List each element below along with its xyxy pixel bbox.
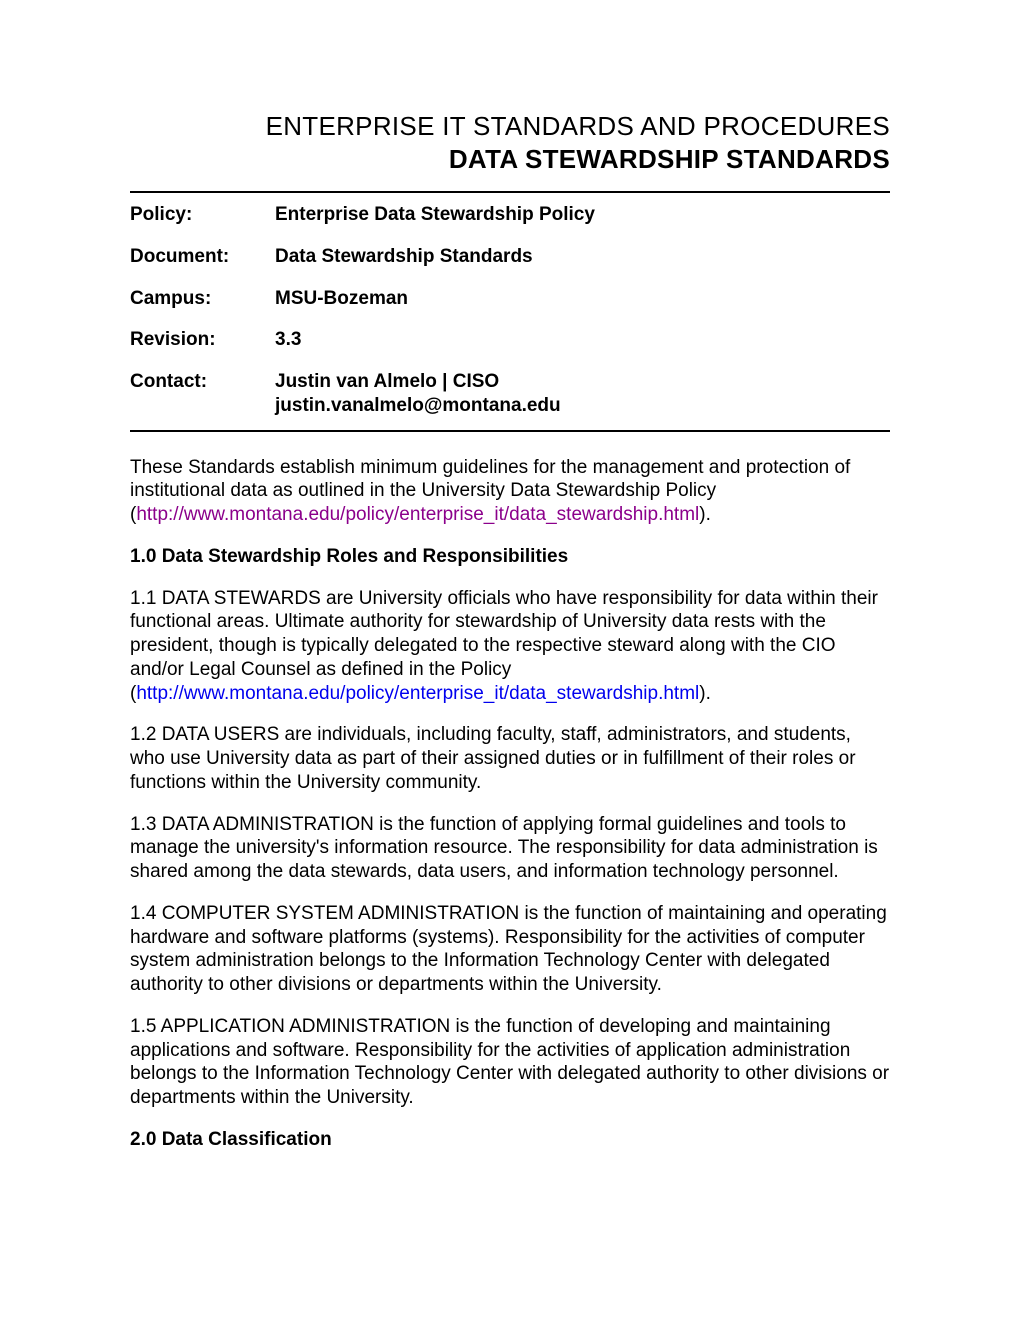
p1-1-text-after: ). (699, 683, 711, 704)
paragraph-1-4: 1.4 COMPUTER SYSTEM ADMINISTRATION is th… (130, 902, 890, 997)
contact-email: justin.vanalmelo@montana.edu (275, 395, 561, 416)
title-line-2: DATA STEWARDSHIP STANDARDS (130, 143, 890, 176)
contact-name: Justin van Almelo | CISO (275, 371, 499, 392)
intro-link[interactable]: http://www.montana.edu/policy/enterprise… (136, 504, 699, 525)
divider-bottom (130, 430, 890, 432)
title-line-1: ENTERPRISE IT STANDARDS AND PROCEDURES (130, 110, 890, 143)
document-title-block: ENTERPRISE IT STANDARDS AND PROCEDURES D… (130, 110, 890, 175)
meta-value-revision: 3.3 (275, 328, 301, 352)
metadata-table: Policy: Enterprise Data Stewardship Poli… (130, 193, 890, 430)
meta-value-campus: MSU-Bozeman (275, 287, 408, 311)
document-body: These Standards establish minimum guidel… (130, 456, 890, 1152)
paragraph-1-5: 1.5 APPLICATION ADMINISTRATION is the fu… (130, 1015, 890, 1110)
meta-label-revision: Revision: (130, 328, 275, 352)
meta-row-revision: Revision: 3.3 (130, 328, 890, 352)
meta-label-policy: Policy: (130, 203, 275, 227)
meta-value-contact: Justin van Almelo | CISO justin.vanalmel… (275, 370, 561, 418)
paragraph-1-1: 1.1 DATA STEWARDS are University officia… (130, 587, 890, 706)
meta-label-document: Document: (130, 245, 275, 269)
intro-text-after: ). (699, 504, 711, 525)
meta-row-document: Document: Data Stewardship Standards (130, 245, 890, 269)
meta-label-contact: Contact: (130, 370, 275, 418)
meta-row-contact: Contact: Justin van Almelo | CISO justin… (130, 370, 890, 418)
meta-label-campus: Campus: (130, 287, 275, 311)
section-1-heading: 1.0 Data Stewardship Roles and Responsib… (130, 545, 890, 569)
section-2-heading: 2.0 Data Classification (130, 1128, 890, 1152)
meta-value-document: Data Stewardship Standards (275, 245, 533, 269)
p1-1-link[interactable]: http://www.montana.edu/policy/enterprise… (136, 683, 699, 704)
meta-value-policy: Enterprise Data Stewardship Policy (275, 203, 595, 227)
intro-paragraph: These Standards establish minimum guidel… (130, 456, 890, 527)
paragraph-1-2: 1.2 DATA USERS are individuals, includin… (130, 723, 890, 794)
meta-row-policy: Policy: Enterprise Data Stewardship Poli… (130, 203, 890, 227)
paragraph-1-3: 1.3 DATA ADMINISTRATION is the function … (130, 813, 890, 884)
meta-row-campus: Campus: MSU-Bozeman (130, 287, 890, 311)
